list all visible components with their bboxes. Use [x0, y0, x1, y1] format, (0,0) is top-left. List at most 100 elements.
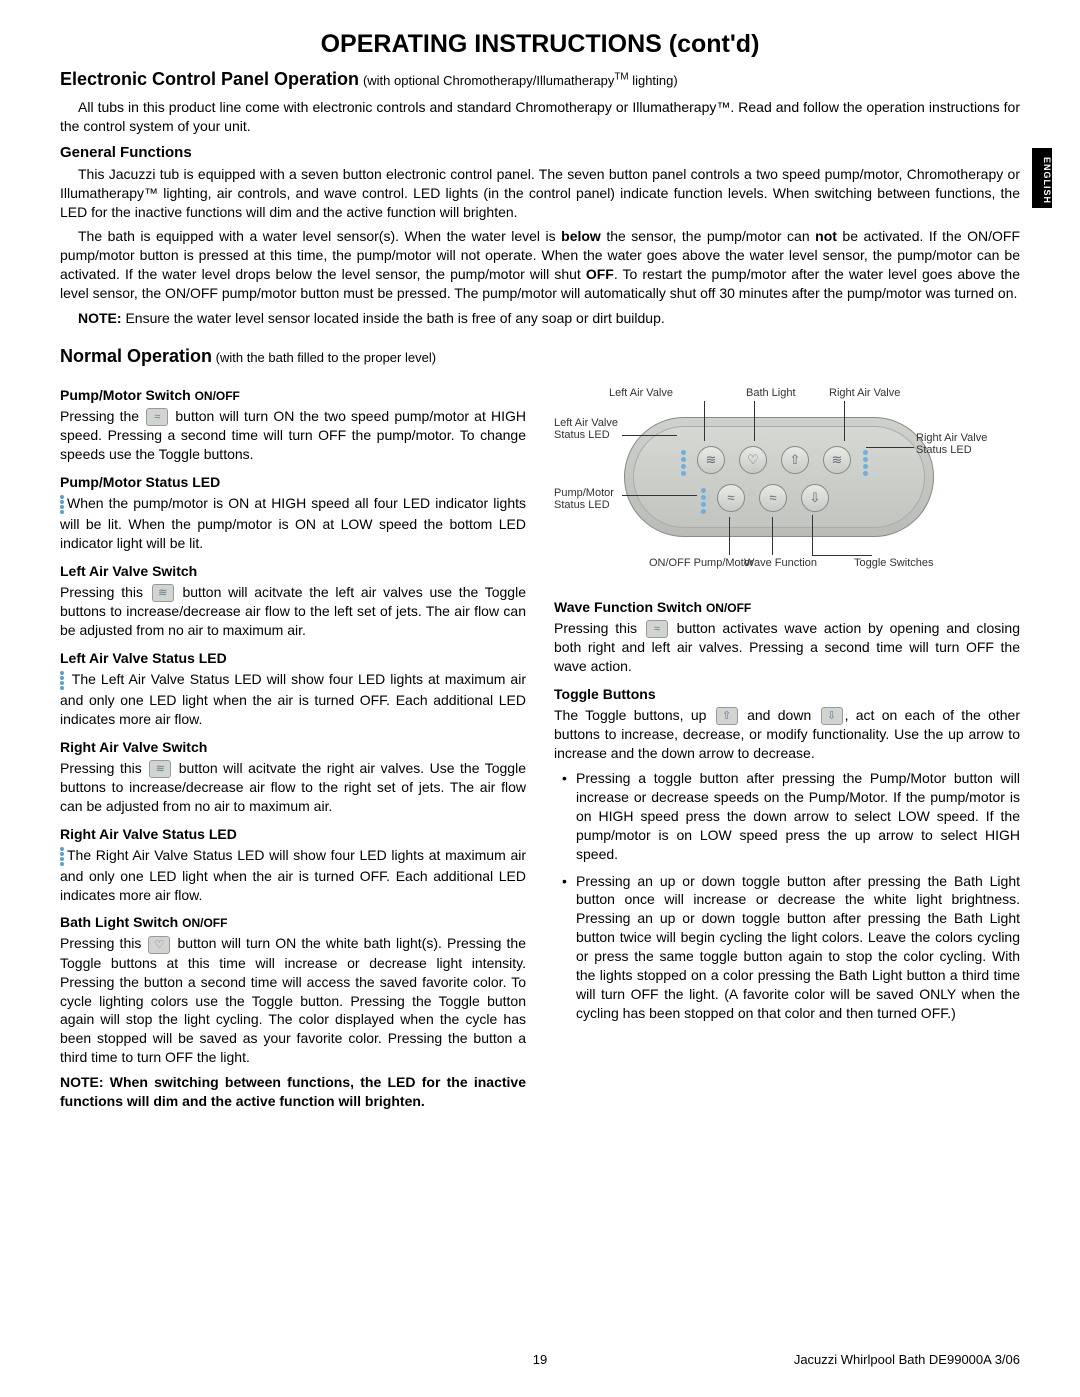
- tb-a: The Toggle buttons, up: [554, 707, 714, 723]
- rav-led-t: The Right Air Valve Status LED will show…: [60, 847, 526, 903]
- diagram-light-button: ♡: [739, 446, 767, 474]
- lav-led-text: The Left Air Valve Status LED will show …: [60, 670, 526, 729]
- rav-head: Right Air Valve Switch: [60, 739, 526, 755]
- tb-bullet-1: Pressing a toggle button after pressing …: [576, 769, 1020, 863]
- tb-bullet-2: Pressing an up or down toggle button aft…: [576, 872, 1020, 1023]
- page-title: OPERATING INSTRUCTIONS (cont'd): [60, 30, 1020, 59]
- switch-note: NOTE: When switching between functions, …: [60, 1073, 526, 1111]
- line2: [754, 401, 755, 441]
- down-icon: ⇩: [821, 707, 843, 725]
- dl-pm-status: Pump/Motor Status LED: [554, 487, 622, 511]
- wf-head-label: Wave Function Switch: [554, 599, 706, 615]
- light-icon: ♡: [148, 936, 170, 954]
- pm-led-head: Pump/Motor Status LED: [60, 474, 526, 490]
- diagram-left-led: [681, 448, 687, 478]
- led-dots-icon-2: [60, 670, 64, 691]
- left-air-icon: ≋: [152, 584, 174, 602]
- onoff-2: ON/OFF: [182, 916, 227, 930]
- led-dots-icon: [60, 494, 64, 515]
- rav-a: Pressing this: [60, 760, 147, 776]
- subtitle-note-b: lighting): [629, 73, 678, 88]
- lav-text: Pressing this ≋ button will acitvate the…: [60, 583, 526, 640]
- line6: [622, 495, 697, 496]
- control-panel-diagram: ≋ ♡ ⇧ ≋ ≈ ≈ ⇩ Left Air Valve Bath Light …: [554, 377, 1020, 587]
- rav-text: Pressing this ≋ button will acitvate the…: [60, 759, 526, 816]
- dl-bath-light: Bath Light: [746, 387, 796, 399]
- rav-led-text: The Right Air Valve Status LED will show…: [60, 846, 526, 905]
- footer: 19 Jacuzzi Whirlpool Bath DE99000A 3/06: [60, 1352, 1020, 1367]
- dl-left-status: Left Air Valve Status LED: [554, 417, 622, 441]
- note-text: Ensure the water level sensor located in…: [122, 310, 665, 326]
- tm-mark: TM: [614, 71, 628, 82]
- tb-b: and down: [740, 707, 819, 723]
- lav-head: Left Air Valve Switch: [60, 563, 526, 579]
- intro-paragraph: All tubs in this product line come with …: [60, 98, 1020, 136]
- bl-a: Pressing this: [60, 935, 146, 951]
- diagram-left-air-button: ≋: [697, 446, 725, 474]
- bl-head: Bath Light Switch ON/OFF: [60, 914, 526, 930]
- diagram-wave-button: ≈: [759, 484, 787, 512]
- onoff-3: ON/OFF: [706, 601, 751, 615]
- right-column: ≋ ♡ ⇧ ≋ ≈ ≈ ⇩ Left Air Valve Bath Light …: [554, 377, 1020, 1117]
- subtitle-bold: Electronic Control Panel Operation: [60, 69, 359, 89]
- dl-right-air: Right Air Valve: [829, 387, 900, 399]
- general-note: NOTE: Ensure the water level sensor loca…: [60, 309, 1020, 328]
- up-icon: ⇧: [716, 707, 738, 725]
- language-tab: ENGLISH: [1032, 148, 1052, 208]
- line9: [812, 515, 813, 555]
- diagram-pump-button: ≈: [717, 484, 745, 512]
- lav-led-head: Left Air Valve Status LED: [60, 650, 526, 666]
- pm-switch-label: Pump/Motor Switch: [60, 387, 195, 403]
- left-column: Pump/Motor Switch ON/OFF Pressing the ≈ …: [60, 377, 526, 1117]
- dl-onoff-pm: ON/OFF Pump/Motor: [649, 557, 754, 569]
- diagram-pm-led: [701, 486, 707, 516]
- general-p1: This Jacuzzi tub is equipped with a seve…: [60, 165, 1020, 222]
- subtitle-note-a: (with optional Chromotherapy/Illumathera…: [363, 73, 614, 88]
- rav-led-head: Right Air Valve Status LED: [60, 826, 526, 842]
- wf-a: Pressing this: [554, 620, 644, 636]
- pump-icon: ≈: [146, 408, 168, 426]
- right-air-icon: ≋: [149, 760, 171, 778]
- subtitle: Electronic Control Panel Operation (with…: [60, 69, 1020, 90]
- diagram-down-button: ⇩: [801, 484, 829, 512]
- line7: [729, 517, 730, 555]
- normal-operation-head: Normal Operation (with the bath filled t…: [60, 346, 1020, 367]
- bl-text: Pressing this ♡ button will turn ON the …: [60, 934, 526, 1067]
- general-p2: The bath is equipped with a water level …: [60, 227, 1020, 303]
- tb-text: The Toggle buttons, up ⇧ and down ⇩, act…: [554, 706, 1020, 763]
- gp2-off: OFF: [586, 266, 614, 282]
- pm-switch-head: Pump/Motor Switch ON/OFF: [60, 387, 526, 403]
- gp2-not: not: [815, 228, 837, 244]
- line1: [704, 401, 705, 441]
- dl-wave-fn: Wave Function: [744, 557, 817, 569]
- line3: [844, 401, 845, 441]
- lav-led-t: The Left Air Valve Status LED will show …: [60, 671, 526, 727]
- gp2b: the sensor, the pump/motor can: [601, 228, 815, 244]
- bl-head-label: Bath Light Switch: [60, 914, 182, 930]
- footer-right: Jacuzzi Whirlpool Bath DE99000A 3/06: [794, 1352, 1020, 1367]
- onoff-1: ON/OFF: [195, 389, 240, 403]
- dl-left-air: Left Air Valve: [609, 387, 673, 399]
- pm-led-t: When the pump/motor is ON at HIGH speed …: [60, 495, 526, 551]
- bl-b: button will turn ON the white bath light…: [60, 935, 526, 1065]
- line9b: [812, 555, 872, 556]
- gp2-below: below: [561, 228, 601, 244]
- line8: [772, 517, 773, 555]
- normal-head-text: Normal Operation: [60, 346, 212, 366]
- wave-icon: ≈: [646, 620, 668, 638]
- line5: [866, 447, 914, 448]
- dl-toggles: Toggle Switches: [854, 557, 934, 569]
- wf-text: Pressing this ≈ button activates wave ac…: [554, 619, 1020, 676]
- led-dots-icon-3: [60, 846, 64, 867]
- pm-switch-text: Pressing the ≈ button will turn ON the t…: [60, 407, 526, 464]
- diagram-right-led: [863, 448, 869, 478]
- diagram-right-air-button: ≋: [823, 446, 851, 474]
- gp2a: The bath is equipped with a water level …: [78, 228, 561, 244]
- note-label: NOTE:: [78, 310, 122, 326]
- line4: [622, 435, 677, 436]
- wf-head: Wave Function Switch ON/OFF: [554, 599, 1020, 615]
- normal-sub: (with the bath filled to the proper leve…: [212, 350, 436, 365]
- tb-head: Toggle Buttons: [554, 686, 1020, 702]
- pm-led-text: When the pump/motor is ON at HIGH speed …: [60, 494, 526, 553]
- pm-a: Pressing the: [60, 408, 144, 424]
